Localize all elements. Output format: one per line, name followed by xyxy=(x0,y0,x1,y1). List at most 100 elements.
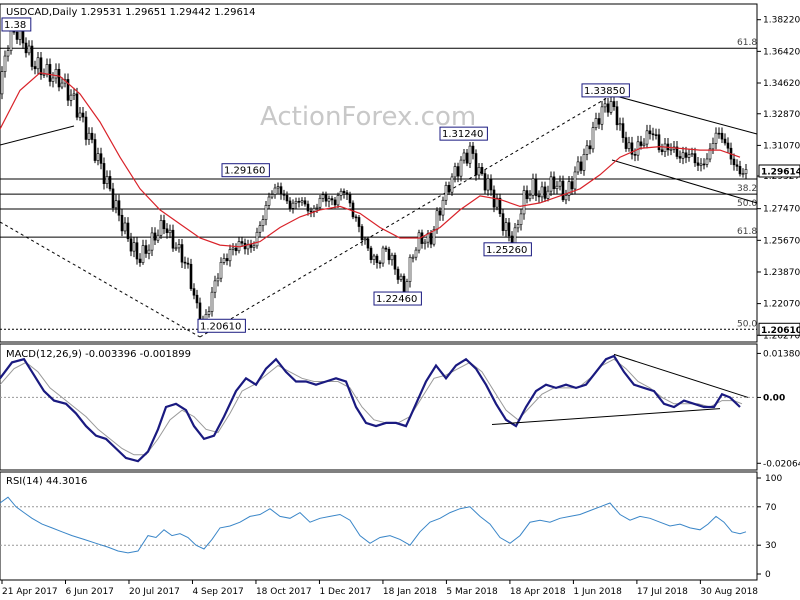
candle-body xyxy=(501,213,505,231)
candle-body xyxy=(114,200,118,209)
candle-body xyxy=(612,101,616,108)
candle-body xyxy=(111,188,115,209)
candle-body xyxy=(222,258,226,263)
candle-body xyxy=(369,247,373,260)
candle-body xyxy=(465,152,469,164)
candle-body xyxy=(555,185,559,189)
candle-body xyxy=(318,197,322,208)
candle-body xyxy=(315,206,319,209)
y-tick-label: 1.20270 xyxy=(763,331,800,341)
candle-body xyxy=(165,228,169,234)
candle-body xyxy=(297,201,301,203)
candle-body xyxy=(429,232,433,245)
candle-body xyxy=(564,195,568,201)
candle-body xyxy=(195,294,199,304)
candle-body xyxy=(531,178,535,196)
candle-body xyxy=(603,103,607,108)
y-tick-label: 1.23870 xyxy=(763,268,800,278)
candle-body xyxy=(645,130,649,145)
candle-body xyxy=(309,210,313,213)
candle-body xyxy=(534,178,538,196)
rsi-y-tick-label: 70 xyxy=(765,503,777,513)
candle-body xyxy=(576,161,580,173)
candle-body xyxy=(84,116,88,140)
candle-body xyxy=(324,194,328,202)
level-label: 50.0 xyxy=(737,319,757,329)
candle-body xyxy=(621,123,625,138)
candle-body xyxy=(483,173,487,191)
candle-body xyxy=(519,213,523,225)
x-tick-label: 30 Aug 2018 xyxy=(700,587,758,597)
y-tick-label: 1.25670 xyxy=(763,236,800,246)
candle-body xyxy=(480,167,484,174)
candle-body xyxy=(213,280,217,293)
candle-body xyxy=(741,173,745,175)
candle-body xyxy=(288,200,292,209)
candle-body xyxy=(549,176,553,192)
candle-body xyxy=(627,142,631,149)
candle-body xyxy=(738,166,742,175)
candle-body xyxy=(600,106,604,125)
annotation-label: 1.29160 xyxy=(224,166,265,177)
dashed-trendline-up xyxy=(199,94,613,338)
candle-body xyxy=(240,241,244,244)
candle-body xyxy=(579,161,583,171)
candle-body xyxy=(489,178,493,191)
candle-body xyxy=(558,180,562,187)
candle-body xyxy=(126,222,130,240)
candle-body xyxy=(543,186,547,199)
rsi-y-tick-label: 30 xyxy=(765,541,777,551)
candle-body xyxy=(225,258,229,262)
macd-y-tick-label: -0.020648 xyxy=(763,459,800,469)
candle-body xyxy=(468,145,472,164)
x-tick-label: 1 Dec 2017 xyxy=(319,587,371,597)
y-tick-label: 1.36420 xyxy=(763,47,800,57)
candle-body xyxy=(438,210,442,216)
candle-body xyxy=(375,255,379,263)
candle-body xyxy=(66,79,70,101)
candle-body xyxy=(129,238,133,252)
candle-body xyxy=(411,256,415,259)
candle-body xyxy=(678,156,682,159)
candle-body xyxy=(408,256,412,282)
candle-body xyxy=(141,245,145,263)
candle-body xyxy=(33,66,37,70)
annotation-label: 1.38 xyxy=(4,20,26,31)
candle-body xyxy=(348,194,352,204)
candle-body xyxy=(159,220,163,236)
candle-body xyxy=(102,163,106,184)
candle-body xyxy=(651,133,655,136)
candle-body xyxy=(507,222,511,237)
candle-body xyxy=(36,57,40,70)
candle-body xyxy=(690,153,694,156)
candle-body xyxy=(285,195,289,202)
candle-body xyxy=(693,153,697,164)
candle-body xyxy=(249,244,253,248)
candle-body xyxy=(462,152,466,161)
price-tag-label: 1.29614 xyxy=(761,167,800,177)
candle-body xyxy=(60,82,64,88)
annotation-box xyxy=(1,17,32,32)
annotation-box xyxy=(439,126,488,141)
candle-body xyxy=(546,190,550,199)
candle-body xyxy=(117,200,121,216)
candle-body xyxy=(138,258,142,263)
candle-body xyxy=(108,176,112,190)
candle-body xyxy=(267,196,271,206)
x-tick-label: 21 Apr 2017 xyxy=(2,587,58,597)
macd-trendline xyxy=(613,353,749,398)
candle-body xyxy=(642,143,646,146)
candle-body xyxy=(273,187,277,195)
candle-body xyxy=(105,176,109,184)
level-label: 61.8 xyxy=(737,227,757,237)
macd-signal-line xyxy=(0,358,743,456)
y-tick-label: 1.31070 xyxy=(763,141,800,151)
candle-body xyxy=(552,176,556,189)
price-panel-frame xyxy=(0,3,758,343)
candle-body xyxy=(81,112,85,118)
candle-body xyxy=(495,197,499,208)
x-tick-label: 1 Jun 2018 xyxy=(573,587,622,597)
moving-average-line xyxy=(0,72,741,248)
candle-body xyxy=(726,142,730,149)
